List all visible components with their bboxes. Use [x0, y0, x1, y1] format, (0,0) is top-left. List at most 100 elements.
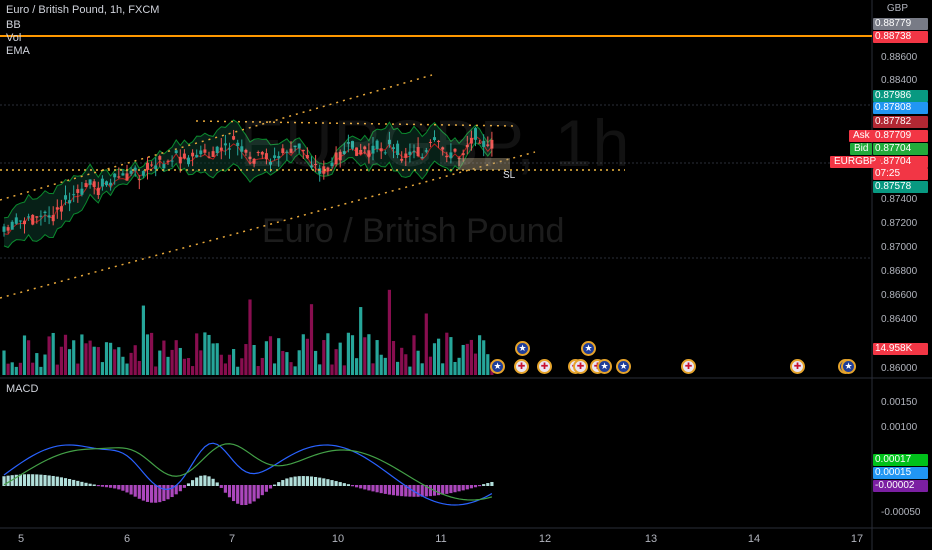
macd-histogram-bar — [137, 485, 141, 499]
candle-body — [166, 160, 170, 162]
macd-histogram-bar — [301, 476, 305, 486]
uk-flag-icon[interactable]: ✚ — [790, 359, 805, 374]
price-tag-red: 0.87782 — [873, 116, 928, 128]
macd-histogram-bar — [350, 485, 355, 487]
candle-body — [88, 179, 92, 185]
volume-bar — [109, 342, 113, 375]
macd-histogram-bar — [244, 485, 248, 505]
macd-tick: -0.00050 — [881, 507, 921, 518]
indicator-bb-label[interactable]: BB — [6, 19, 21, 31]
macd-histogram-bar — [391, 485, 396, 496]
candle-body — [100, 178, 104, 187]
candle-body — [64, 195, 67, 200]
time-tick: 10 — [331, 533, 345, 545]
candle-body — [187, 157, 190, 165]
macd-histogram-bar — [104, 485, 109, 488]
volume-bar — [408, 366, 412, 375]
volume-bar — [326, 333, 330, 375]
macd-histogram-bar — [227, 485, 232, 498]
volume-bar — [22, 335, 27, 375]
candle-body — [428, 141, 432, 143]
candle-body — [55, 207, 59, 210]
candle-body — [207, 156, 211, 158]
volume-bar — [297, 350, 301, 375]
eu-flag-icon[interactable]: ★ — [515, 341, 530, 356]
candle-body — [273, 155, 277, 158]
candle-body — [68, 200, 72, 204]
macd-histogram-bar — [18, 474, 22, 486]
price-tick: 0.86800 — [881, 266, 918, 277]
volume-bar — [27, 340, 31, 375]
eu-flag-icon[interactable]: ★ — [490, 359, 505, 374]
eu-flag-icon[interactable]: ★ — [841, 359, 856, 374]
volume-bar — [375, 340, 379, 375]
volume-bar — [39, 366, 43, 375]
candle-body — [297, 143, 301, 149]
candle-body — [346, 142, 350, 144]
volume-bar — [6, 363, 10, 375]
indicator-vol-label[interactable]: Vol — [6, 32, 22, 44]
channel-lower-line — [0, 151, 536, 299]
price-tick: 0.86000 — [881, 363, 918, 374]
macd-histogram-bar — [424, 485, 428, 497]
stop-loss-label[interactable]: SL — [503, 170, 516, 181]
volume-bar — [301, 334, 305, 375]
macd-histogram-bar — [293, 476, 297, 486]
macd-tick: 0.00100 — [881, 422, 918, 433]
candle-body — [392, 147, 395, 149]
volume-bar — [178, 347, 182, 375]
uk-flag-icon[interactable]: ✚ — [681, 359, 696, 374]
candle-body — [375, 140, 379, 149]
macd-histogram-bar — [232, 485, 236, 502]
macd-histogram-bar — [113, 485, 117, 489]
uk-flag-icon[interactable]: ✚ — [573, 359, 588, 374]
eu-flag-icon[interactable]: ★ — [581, 341, 596, 356]
candle-body — [174, 150, 178, 154]
candle-body — [281, 148, 285, 154]
indicator-ema-label[interactable]: EMA — [6, 45, 30, 57]
macd-histogram-bar — [371, 485, 375, 492]
ema-line — [3, 135, 493, 235]
uk-flag-icon[interactable]: ✚ — [537, 359, 552, 374]
candle-body — [2, 226, 6, 232]
candle-body — [125, 173, 129, 181]
indicator-macd-label[interactable]: MACD — [6, 383, 39, 395]
candle-body — [469, 137, 473, 144]
volume-bar — [371, 363, 375, 375]
volume-bar — [191, 366, 195, 375]
macd-histogram-bar — [400, 485, 404, 497]
macd-histogram-bar — [486, 483, 490, 486]
candle-body — [424, 150, 428, 152]
candle-body — [486, 144, 490, 146]
macd-histogram-bar — [154, 485, 158, 503]
candle-body — [322, 166, 326, 174]
candle-body — [59, 206, 63, 212]
volume-bar — [277, 338, 281, 375]
macd-histogram-bar — [445, 485, 449, 494]
candle-body — [420, 157, 424, 159]
volume-bar — [195, 333, 199, 375]
candle-body — [351, 140, 354, 149]
macd-histogram-bar — [145, 485, 150, 502]
volume-bar — [379, 354, 383, 375]
macd-histogram-bar — [326, 479, 330, 486]
eu-flag-icon[interactable]: ★ — [597, 359, 612, 374]
uk-flag-icon[interactable]: ✚ — [514, 359, 529, 374]
macd-histogram-bar — [469, 485, 473, 489]
candle-body — [35, 216, 39, 218]
macd-histogram-bar — [355, 485, 359, 488]
macd-histogram-bar — [363, 485, 367, 490]
macd-histogram-bar — [420, 485, 424, 497]
volume-bar — [256, 366, 260, 375]
candle-body — [256, 152, 260, 154]
eu-flag-icon[interactable]: ★ — [616, 359, 631, 374]
price-tag-high: 0.88779 — [873, 18, 928, 30]
candle-body — [113, 173, 117, 178]
macd-histogram-bar — [256, 485, 260, 499]
macd-histogram-bar — [92, 484, 96, 486]
volume-bar — [293, 366, 297, 375]
macd-histogram-bar — [88, 483, 92, 486]
volume-bar — [207, 334, 211, 375]
symbol-title[interactable]: Euro / British Pound, 1h, FXCM — [6, 4, 160, 16]
